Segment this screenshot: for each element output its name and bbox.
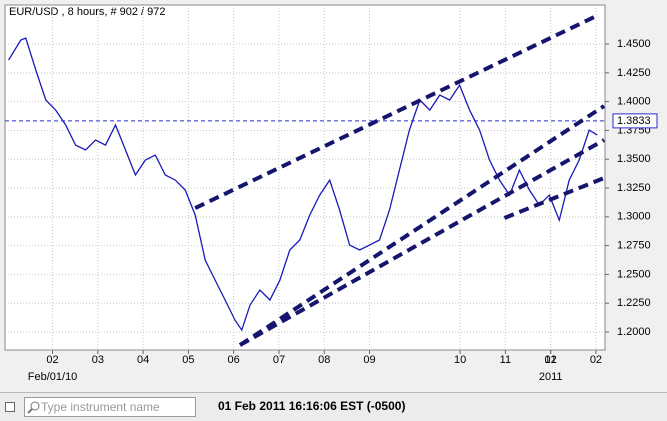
chart-title: EUR/USD , 8 hours, # 902 / 972 [9,6,166,18]
y-tick-label: 1.2500 [617,268,651,280]
x-tick-label: 03 [92,354,104,366]
y-tick-label: 1.2750 [617,240,651,252]
toolbar: Type instrument name 01 Feb 2011 16:16:0… [0,392,667,421]
toggle-box[interactable] [5,402,15,412]
instrument-search[interactable]: Type instrument name [24,397,196,417]
search-icon [27,401,40,414]
timestamp: 01 Feb 2011 16:16:06 EST (-0500) [218,399,406,413]
chart: EUR/USD , 8 hours, # 902 / 972 1.2000 1.2… [4,4,658,383]
trendline [238,104,605,347]
trendline [239,138,605,347]
search-placeholder: Type instrument name [41,400,160,414]
y-tick-label: 1.3500 [617,153,651,165]
trendline [503,176,605,220]
x-tick-label: 10 [454,354,466,366]
x-tick-label: 02 [590,354,602,366]
x-tick-label: 02 [46,354,58,366]
plot-layer [5,5,605,350]
x-tick-label: 04 [137,354,149,366]
x-tick-label: 11 [500,354,511,366]
y-tick-label: 1.2250 [617,297,651,309]
y-tick-label: 1.4250 [617,67,651,79]
current-price-label: 1.3833 [617,115,651,127]
x-tick-label: 08 [318,354,330,366]
price-line [8,37,598,332]
x-tick-label: 06 [228,354,240,366]
current-price-box [612,113,658,129]
y-tick-label: 1.3250 [617,182,651,194]
trendline [194,15,595,210]
y-tick-label: 1.4000 [617,96,651,108]
x-tick-label: 09 [363,354,375,366]
x-tick-label: 12 [545,354,557,366]
x-tick-label: 01 [545,354,557,366]
y-tick-label: 1.3000 [617,211,651,223]
y-tick-label: 1.4500 [617,38,651,50]
x-tick-label: 05 [182,354,194,366]
y-tick-label: 1.2000 [617,326,651,338]
x-tick-label: 07 [273,354,285,366]
period-label: Feb/01/10 [28,371,78,383]
period-label: 2011 [539,371,563,383]
